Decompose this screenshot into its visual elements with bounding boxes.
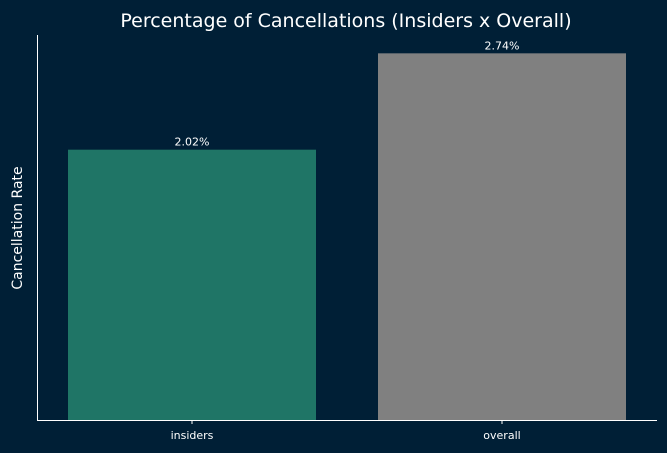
data-label-insiders: 2.02%	[175, 136, 210, 149]
data-label-overall: 2.74%	[485, 39, 520, 52]
x-tick-label-overall: overall	[483, 429, 520, 442]
y-axis-label: Cancellation Rate	[10, 166, 26, 289]
bars-group: 2.02% insiders 2.74% overall	[68, 39, 626, 442]
x-tick-label-insiders: insiders	[171, 429, 214, 442]
bar-overall	[378, 53, 626, 420]
bar-insiders	[68, 149, 316, 420]
chart-title: Percentage of Cancellations (Insiders x …	[120, 10, 571, 32]
